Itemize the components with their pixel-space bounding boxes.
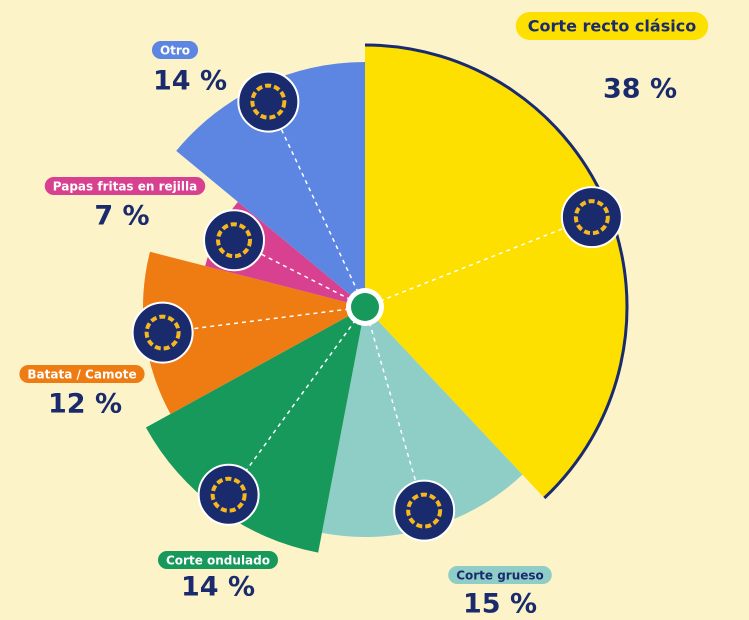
- dashed-line: [162, 306, 366, 334]
- icon-inner: [216, 222, 253, 259]
- label: Batata / Camote: [19, 365, 145, 383]
- dashed-line: [267, 101, 366, 308]
- icon-inner: [573, 199, 610, 236]
- pie-slice: [321, 307, 523, 537]
- category-label: Corte recto clásico: [528, 17, 696, 36]
- dashed-line: [364, 306, 425, 511]
- icon: [197, 463, 260, 526]
- category-label: Corte ondulado: [166, 554, 270, 568]
- icon: [560, 186, 623, 249]
- value-label: 14 %: [153, 66, 227, 97]
- pie-slice: [143, 251, 365, 414]
- dashed-line: [228, 306, 366, 496]
- icon-inner: [406, 492, 443, 529]
- category-label: Otro: [160, 44, 190, 58]
- icon: [393, 479, 456, 542]
- label: Papas fritas en rejilla: [44, 177, 206, 195]
- value-label: 14 %: [181, 572, 255, 603]
- icon-inner: [250, 83, 287, 120]
- category-pill: [158, 551, 278, 569]
- category-pill: [515, 12, 709, 40]
- value-label: 7 %: [94, 201, 149, 232]
- category-label: Corte grueso: [456, 569, 544, 583]
- icon: [131, 301, 194, 364]
- value-label: 15 %: [463, 589, 537, 620]
- category-pill: [151, 41, 199, 59]
- pie-slice: [176, 62, 365, 307]
- icon: [237, 70, 300, 133]
- value-label: 12 %: [48, 389, 122, 420]
- label: Corte grueso: [448, 566, 552, 584]
- category-label: Batata / Camote: [27, 368, 136, 382]
- category-label: Papas fritas en rejilla: [53, 180, 197, 194]
- icon-inner: [144, 314, 181, 351]
- icon: [203, 209, 266, 272]
- value-label: 38 %: [603, 74, 677, 105]
- center-dot-inner: [351, 293, 379, 321]
- label: Corte ondulado: [158, 551, 278, 569]
- label: Otro: [151, 41, 199, 59]
- pie-slice: [365, 45, 627, 498]
- category-pill: [44, 177, 206, 195]
- dashed-line: [364, 216, 593, 308]
- category-pill: [19, 365, 145, 383]
- label: Corte recto clásico: [515, 12, 709, 40]
- category-pill: [448, 566, 552, 584]
- icon-inner: [210, 476, 247, 513]
